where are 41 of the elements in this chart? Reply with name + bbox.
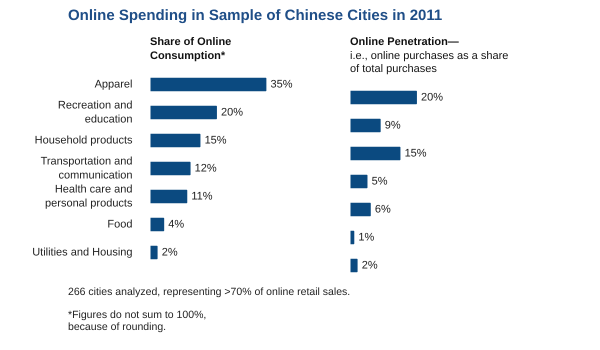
data-label: 12% xyxy=(194,162,217,174)
data-label: 1% xyxy=(358,231,375,244)
data-label: 20% xyxy=(221,106,244,118)
text: 266 cities analyzed, representing >70% of online retail sales. xyxy=(68,286,350,299)
bar xyxy=(150,77,266,92)
bar xyxy=(350,258,358,272)
data-label: 15% xyxy=(404,147,427,160)
data-label: 2% xyxy=(362,259,378,272)
data-label: 9% xyxy=(384,119,401,132)
chart-title: Online Spending in Sample of Chinese Cities in 2011 xyxy=(68,6,442,26)
bar xyxy=(150,189,188,204)
bar xyxy=(350,202,371,216)
y-tick-label: Household products xyxy=(34,134,133,146)
text: *Figures do not sum to 100%, because of rounding. xyxy=(68,308,208,334)
data-label: 20% xyxy=(421,91,444,104)
bar xyxy=(150,105,217,120)
data-label: 15% xyxy=(204,134,227,146)
chart-title: Online Penetration— xyxy=(350,36,459,48)
y-tick-label: Food xyxy=(107,218,133,230)
bar xyxy=(350,118,381,132)
bar xyxy=(150,245,158,260)
data-label: 4% xyxy=(168,218,184,230)
bar xyxy=(150,133,200,148)
y-tick-label: Apparel xyxy=(94,78,133,90)
y-tick-label: Utilities and Housing xyxy=(32,246,133,258)
bar xyxy=(350,230,354,244)
data-label: 11% xyxy=(191,190,213,202)
bar xyxy=(150,217,164,232)
bar xyxy=(350,90,417,104)
data-label: 2% xyxy=(162,246,178,258)
data-label: 6% xyxy=(374,203,392,216)
chart-subtitle: Share of Online Consumption* xyxy=(150,36,232,62)
bar xyxy=(350,174,368,188)
y-tick-label: Health care and personal products xyxy=(45,183,133,210)
bar xyxy=(150,161,191,176)
chart-subtitle: i.e., online purchases as a share of total purchases xyxy=(350,50,508,75)
y-tick-label: Transportation and communication xyxy=(40,155,133,182)
bar xyxy=(350,146,400,160)
y-tick-label: Recreation and education xyxy=(58,99,133,126)
data-label: 35% xyxy=(270,78,293,90)
data-label: 5% xyxy=(372,175,388,188)
